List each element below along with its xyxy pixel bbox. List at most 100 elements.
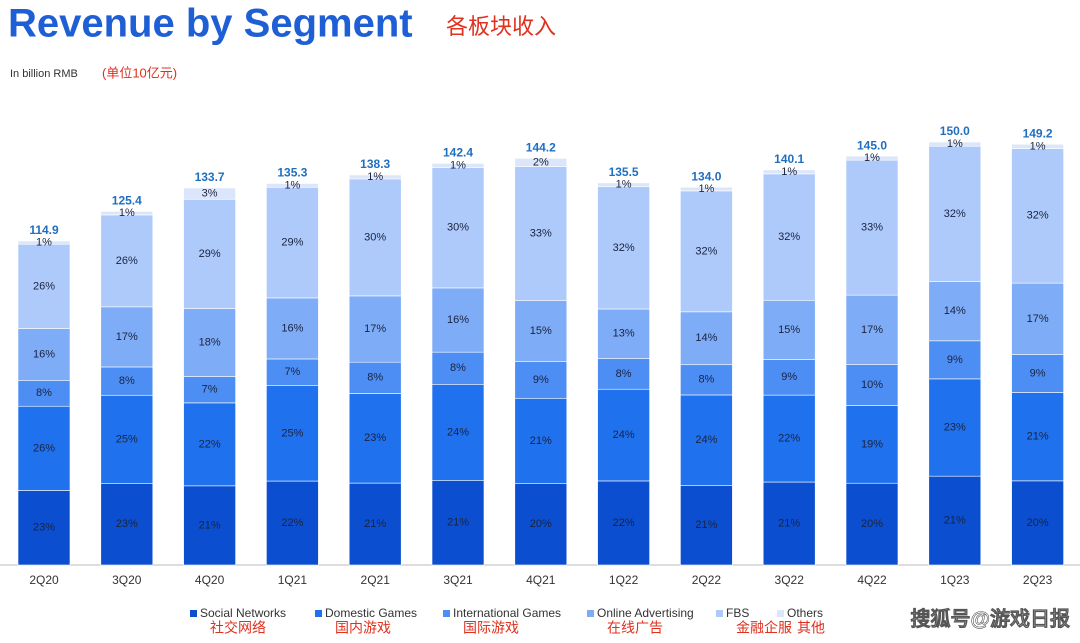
segment-label: 1% (864, 152, 880, 164)
bar-segment (514, 300, 568, 362)
bar-segment (348, 295, 402, 363)
segment-label: 16% (447, 314, 469, 326)
bar-segment (100, 483, 154, 566)
bar-segment (183, 402, 236, 487)
total-label: 133.7 (195, 170, 225, 184)
bar-segment (928, 141, 982, 147)
segment-label: 13% (613, 328, 635, 340)
segment-label: 30% (364, 231, 386, 243)
bar-segment (266, 183, 319, 188)
segment-label: 21% (530, 435, 552, 447)
segment-label: 18% (199, 336, 221, 348)
segment-label: 20% (1027, 517, 1049, 529)
segment-label: 25% (281, 427, 303, 439)
segment-label: 8% (36, 387, 52, 399)
segment-label: 26% (33, 280, 55, 292)
bar-segment (514, 166, 568, 301)
bar-segment (431, 287, 485, 353)
segment-label: 22% (613, 517, 635, 529)
segment-label: 9% (533, 374, 549, 386)
bar-segment (762, 169, 816, 175)
segment-label: 16% (281, 322, 303, 334)
bar-segment (514, 397, 568, 484)
bar-segment (845, 159, 899, 296)
bar-segment (514, 361, 568, 399)
bar-segment (762, 173, 816, 301)
segment-label: 22% (778, 432, 800, 444)
bar-segment (597, 388, 650, 482)
total-label: 144.2 (526, 141, 556, 155)
total-label: 150.0 (940, 124, 970, 138)
bar-segment (266, 186, 319, 299)
bar-segment (680, 364, 733, 396)
segment-label: 21% (199, 519, 221, 531)
segment-label: 1% (698, 183, 714, 195)
legend-swatch (315, 610, 322, 617)
segment-label: 8% (450, 362, 466, 374)
x-tick-label: 1Q22 (609, 573, 639, 587)
legend-label-zh: 国内游戏 (335, 620, 391, 636)
bar-segment (928, 475, 982, 566)
bar-segment (680, 311, 733, 366)
x-tick-label: 1Q21 (278, 573, 308, 587)
bar-segment (17, 240, 71, 245)
segment-label: 1% (616, 179, 632, 191)
bar-segment (348, 178, 402, 297)
bar-segment (431, 351, 485, 385)
bar-segment (597, 308, 650, 359)
bar-segment (100, 214, 154, 308)
segment-label: 24% (447, 426, 469, 438)
segment-label: 21% (447, 517, 469, 529)
segment-label: 21% (364, 518, 386, 530)
segment-label: 32% (1027, 210, 1049, 222)
bar-segment (1011, 282, 1064, 355)
bar-segment (680, 186, 733, 192)
total-label: 135.3 (277, 166, 307, 180)
legend-label-zh: 金融企服 (736, 620, 792, 636)
segment-label: 1% (367, 171, 383, 183)
segment-label: 25% (116, 433, 138, 445)
segment-label: 21% (944, 514, 966, 526)
segment-label: 29% (281, 236, 303, 248)
segment-label: 17% (364, 323, 386, 335)
chart-title: Revenue by Segment (8, 2, 413, 46)
bar-segment (845, 405, 899, 484)
total-label: 149.2 (1023, 126, 1053, 140)
bar-segment (17, 328, 71, 381)
x-tick-label: 2Q21 (361, 573, 391, 587)
bar-segment (928, 281, 982, 342)
bar-segment (431, 167, 485, 289)
segment-label: 21% (1027, 431, 1049, 443)
segment-label: 24% (695, 434, 717, 446)
legend-label-zh: 其他 (797, 620, 825, 636)
segment-label: 30% (447, 222, 469, 234)
segment-label: 24% (613, 429, 635, 441)
segment-label: 23% (116, 518, 138, 530)
legend-label: Social Networks (200, 606, 286, 620)
segment-label: 10% (861, 379, 883, 391)
bar-segment (348, 393, 402, 484)
segment-label: 17% (1027, 313, 1049, 325)
segment-label: 7% (284, 366, 300, 378)
bar-segment (266, 385, 319, 482)
bar-segment (431, 480, 485, 566)
segment-label: 9% (1030, 367, 1046, 379)
bar-segment (100, 394, 154, 484)
segment-label: 23% (364, 432, 386, 444)
legend-label: Others (787, 606, 823, 620)
segment-label: 17% (116, 331, 138, 343)
bar-segment (928, 340, 982, 380)
legend-label-zh: 社交网络 (210, 620, 266, 636)
legend-swatch (716, 610, 723, 617)
bar-segment (183, 485, 236, 566)
segment-label: 14% (944, 305, 966, 317)
segment-label: 26% (33, 442, 55, 454)
segment-label: 1% (119, 207, 135, 219)
x-tick-label: 2Q20 (29, 573, 59, 587)
segment-label: 21% (695, 519, 717, 531)
bar-segment (17, 243, 71, 329)
bar-segment (1011, 392, 1064, 482)
segment-label: 17% (861, 324, 883, 336)
segment-label: 32% (695, 245, 717, 257)
